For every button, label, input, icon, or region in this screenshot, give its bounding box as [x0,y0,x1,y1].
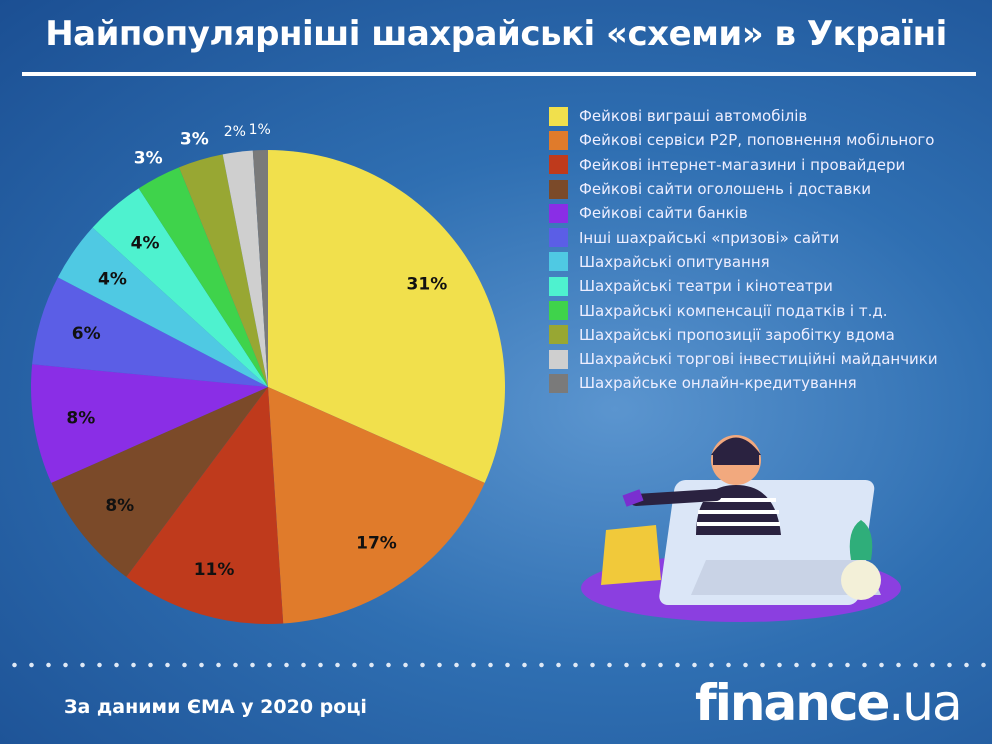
legend-item: Шахрайські компенсації податків і т.д. [549,298,938,322]
legend-item: Шахрайські пропозиції заробітку вдома [549,323,938,347]
legend-label: Шахрайські театри і кінотеатри [579,277,833,296]
slice-label: 1% [249,122,271,138]
pie-slice [126,387,284,624]
slice-label: 31% [407,275,448,295]
legend-label: Фейкові сайти оголошень і доставки [579,180,872,199]
slice-label: 3% [134,148,163,168]
legend-item: Фейкові виграші автомобілів [549,104,938,128]
legend-label: Фейкові виграші автомобілів [579,107,808,126]
legend-item: Шахрайські театри і кінотеатри [549,274,938,298]
slice-label: 4% [98,270,127,290]
legend-swatch [549,349,568,369]
thief-laptop-illustration [581,435,901,622]
legend-item: Шахрайське онлайн-кредитування [549,371,938,395]
slice-label: 11% [194,560,235,580]
thief-figure [630,435,781,535]
plant-pot [841,560,881,600]
legend-swatch [549,373,568,393]
legend-label: Інші шахрайські «призові» сайти [579,228,840,247]
legend-label: Шахрайські компенсації податків і т.д. [579,301,888,320]
legend-label: Шахрайські опитування [579,252,770,271]
legend-item: Фейкові сервіси P2P, поповнення мобільно… [549,128,938,152]
legend-item: Інші шахрайські «призові» сайти [549,225,938,249]
logo-main: finance [695,674,890,732]
legend-label: Шахрайські торгові інвестиційні майданчи… [579,350,938,369]
legend-swatch [549,203,568,223]
legend-swatch [549,106,568,126]
dotted-divider [6,662,986,668]
pie-slice [57,227,269,387]
slice-label: 3% [180,130,209,150]
legend-label: Шахрайські пропозиції заробітку вдома [579,325,895,344]
slice-label: 6% [72,324,101,344]
legend-swatch [549,252,568,272]
pie-slice [92,188,269,387]
source-note: За даними ЄМА у 2020 році [64,696,367,718]
legend-swatch [549,130,568,150]
legend-swatch [549,179,568,199]
plant [849,520,873,560]
slice-label: 8% [66,408,95,428]
legend-label: Фейкові сайти банків [579,204,748,223]
legend-label: Шахрайське онлайн-кредитування [579,374,857,393]
slice-label: 2% [224,124,246,140]
legend-item: Фейкові сайти оголошень і доставки [549,177,938,201]
pie-slice [32,277,268,387]
pie-slice [51,387,268,577]
legend-label: Фейкові інтернет-магазини і провайдери [579,155,906,174]
shopping-bag [601,525,661,585]
legend-item: Фейкові сайти банків [549,201,938,225]
legend-swatch [549,325,568,345]
legend-item: Шахрайські торгові інвестиційні майданчи… [549,347,938,371]
pie-slice [179,154,268,387]
pie-slice [222,150,268,387]
legend-swatch [549,276,568,296]
legend-swatch [549,301,568,321]
legend-item: Фейкові інтернет-магазини і провайдери [549,153,938,177]
title-divider [22,72,976,76]
pie-slice [252,150,268,387]
chart-title: Найпопулярніші шахрайські «схеми» в Укра… [45,14,947,54]
pie-slice [268,387,485,624]
finance-ua-logo: finance.ua [695,674,963,732]
credit-card [622,489,644,507]
laptop-keyboard [691,560,881,595]
legend-swatch [549,155,568,175]
pie-slice [30,364,268,483]
slice-label: 17% [356,534,397,554]
legend-item: Шахрайські опитування [549,250,938,274]
logo-tld: .ua [888,674,962,732]
slice-label: 4% [131,234,160,254]
pie-slice [138,167,268,387]
legend: Фейкові виграші автомобілів Фейкові серві… [549,104,938,396]
legend-label: Фейкові сервіси P2P, поповнення мобільно… [579,131,935,150]
slice-label: 8% [105,496,134,516]
pie-slice [268,150,505,483]
legend-swatch [549,228,568,248]
